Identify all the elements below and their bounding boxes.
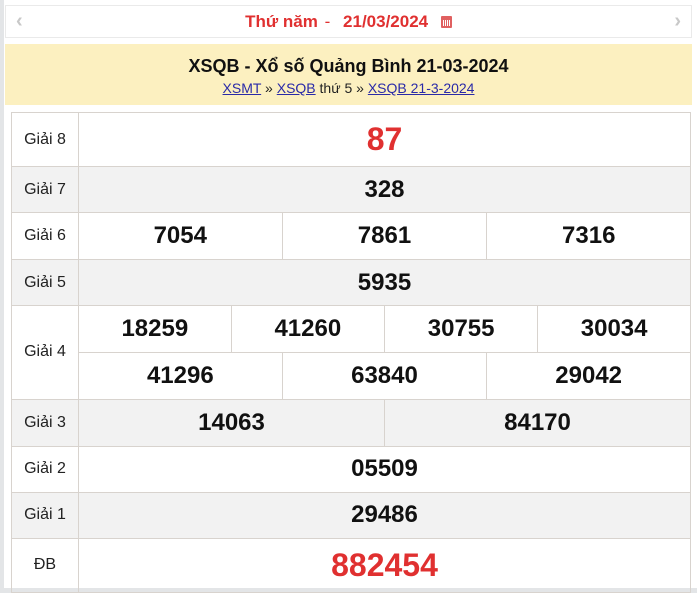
prize-label: Giải 6 bbox=[11, 212, 79, 260]
prize-number: 5935 bbox=[78, 259, 691, 306]
separator: - bbox=[324, 12, 331, 31]
row-g3: Giải 3 14063 84170 bbox=[11, 398, 691, 447]
prize-number: 14063 bbox=[79, 399, 385, 446]
prize-number: 87 bbox=[78, 112, 691, 167]
row-g4: Giải 4 18259 41260 30755 30034 41296 63840 2904… bbox=[11, 305, 691, 400]
prize-label: Giải 3 bbox=[11, 398, 79, 447]
prize-number: 30034 bbox=[537, 306, 690, 352]
row-db: ĐB 882454 bbox=[11, 537, 691, 593]
prize-label: Giải 7 bbox=[11, 166, 79, 213]
prize-label: Giải 4 bbox=[11, 305, 79, 400]
date[interactable]: 21/03/2024 bbox=[343, 12, 429, 31]
breadcrumb-date[interactable]: XSQB 21-3-2024 bbox=[367, 80, 475, 96]
prize-label: Giải 2 bbox=[11, 445, 79, 493]
chevron-right-icon[interactable]: › bbox=[674, 10, 681, 32]
prize-number: 328 bbox=[78, 166, 691, 213]
row-g5: Giải 5 5935 bbox=[11, 259, 691, 306]
breadcrumb-sep: » bbox=[261, 80, 277, 96]
prize-number: 7861 bbox=[281, 213, 487, 259]
prize-number: 41296 bbox=[146, 361, 214, 389]
prize-label: Giải 8 bbox=[11, 112, 79, 167]
special-prize-number: 882454 bbox=[78, 537, 691, 593]
results-header: XSQB - Xổ số Quảng Bình 21-03-2024 XSMT … bbox=[5, 44, 692, 105]
date-bar: ‹ Thứ năm - 21/03/2024 › bbox=[5, 5, 692, 38]
weekday: Thứ năm bbox=[245, 12, 318, 31]
row-g6: Giải 6 7054 7861 7316 bbox=[11, 212, 691, 260]
prize-number: 7054 bbox=[153, 222, 207, 249]
prize-number: 29486 bbox=[78, 491, 691, 539]
breadcrumb-sep: » bbox=[356, 80, 368, 96]
prize-label: Giải 1 bbox=[11, 491, 79, 539]
prize-number: 7316 bbox=[486, 213, 690, 259]
row-g1: Giải 1 29486 bbox=[11, 491, 691, 539]
calendar-icon[interactable] bbox=[440, 16, 452, 28]
prize-number: 63840 bbox=[281, 352, 487, 399]
breadcrumb-text: thứ 5 bbox=[315, 80, 357, 96]
page-title: XSQB - Xổ số Quảng Bình 21-03-2024 bbox=[188, 56, 509, 76]
breadcrumb-xsmt[interactable]: XSMT bbox=[222, 80, 262, 96]
prize-number: 30755 bbox=[383, 306, 538, 352]
row-g2: Giải 2 05509 bbox=[11, 445, 691, 493]
chevron-left-icon[interactable]: ‹ bbox=[16, 10, 23, 32]
breadcrumb-xsqb[interactable]: XSQB bbox=[276, 80, 316, 96]
prize-number: 29042 bbox=[486, 352, 690, 399]
row-g7: Giải 7 328 bbox=[11, 166, 691, 213]
prize-number: 18259 bbox=[121, 315, 189, 342]
row-g8: Giải 8 87 bbox=[11, 112, 691, 167]
prize-label: ĐB bbox=[11, 537, 79, 593]
prize-number: 84170 bbox=[384, 399, 690, 446]
prize-number: 05509 bbox=[78, 445, 691, 493]
breadcrumb: XSMT » XSQB thứ 5 » XSQB 21-3-2024 bbox=[5, 80, 692, 96]
prize-label: Giải 5 bbox=[11, 259, 79, 306]
results-table: Giải 8 87 Giải 7 328 Giải 6 7054 7861 7316 Gi… bbox=[11, 112, 691, 593]
prize-number: 41260 bbox=[230, 306, 385, 352]
